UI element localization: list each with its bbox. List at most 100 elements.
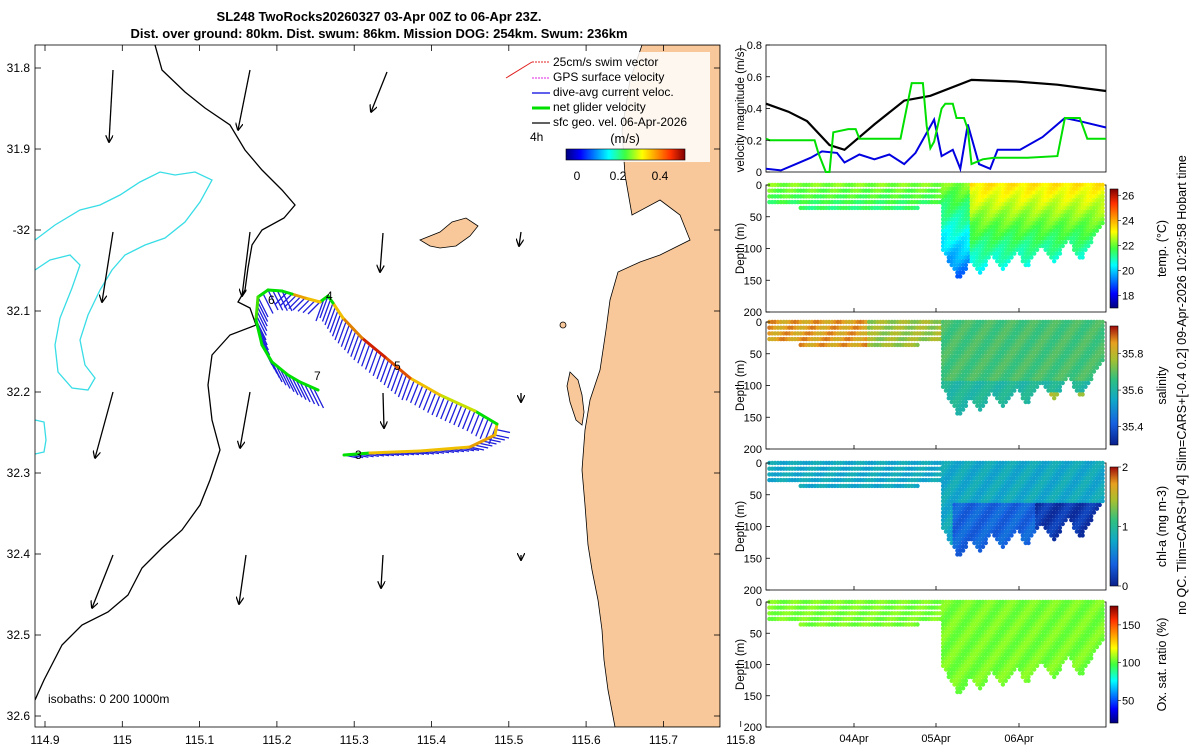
colorbar-tick: 20 [1122,265,1134,277]
section-y-tick: 50 [750,212,762,224]
colorbar-tick: 18 [1122,290,1134,302]
current-vector [319,295,329,319]
waypoint-label: 3 [355,448,362,462]
current-vector [347,331,357,354]
colorbar-tick: 22 [1122,240,1134,252]
section-y-tick: 200 [744,444,762,456]
net-velocity-segment [473,409,499,426]
net-velocity-segment [438,393,477,413]
current-vector [275,364,287,386]
current-vector [383,362,393,386]
land-island-garden [566,371,585,426]
section-scatter [767,460,1105,557]
map-x-tick: 115.6 [572,733,601,747]
map-x-tick: 115.5 [494,733,523,747]
current-vector [297,298,311,312]
velocity-y-tick: 0.6 [747,72,762,84]
legend-item: dive-avg current veloc. [553,85,674,99]
current-vector [307,301,321,315]
section-y-tick: 200 [744,307,762,319]
geostrophic-vector [519,231,521,246]
current-vector [431,394,441,416]
current-vector [291,377,303,398]
current-vector [466,410,476,432]
current-vector [299,381,311,403]
map-panel: 6 4 5 7 3 114.9 115 115.1 115.2 115.3 115.4 11… [7,44,756,747]
net-velocity-segment [270,360,290,377]
current-vector [414,385,424,406]
current-vector [315,298,325,322]
current-vector [361,344,371,367]
section-panel: 0 50 100 150 200 Depth (m) 35.4 35.6 35.8 salinit… [735,317,1169,456]
isobath-200m [35,171,213,391]
section-scatter [767,182,1105,279]
current-vector [462,408,472,430]
section-y-tick: 50 [750,490,762,502]
net-velocity-segment [360,336,387,359]
current-vector [262,293,274,314]
current-vector [255,315,267,336]
current-vector [387,365,397,389]
section-y-tick: 150 [744,275,762,287]
legend-item: 25cm/s swim vector [553,55,658,69]
current-vector [321,299,332,322]
current-vector [308,385,320,407]
net-velocity-segment [383,355,412,380]
section-y-tick: 0 [756,180,762,192]
current-vector [401,377,411,401]
colorbar-label: temp. (°C) [1155,220,1169,277]
section-colorbar [1109,605,1119,724]
current-vector [329,310,339,333]
map-x-tick: 115.3 [340,733,369,747]
section-ylabel: Depth (m) [735,639,747,690]
map-y-tick: 32.5 [7,628,31,642]
section-y-tick: 50 [750,349,762,361]
current-vector [397,374,408,398]
current-vector [494,434,510,439]
net-velocity-segment [290,292,307,300]
current-vector [444,400,454,422]
land-mainland [581,45,720,727]
velocity-series-line [765,82,1106,173]
net-velocity-segment [303,296,322,304]
current-vector [394,371,404,395]
current-vector [276,290,288,311]
section-y-tick: 200 [744,722,762,734]
current-vector [279,368,291,389]
time-tick: 04Apr [839,733,869,745]
section-y-tick: 200 [744,585,762,597]
map-x-tick: 114.9 [30,733,59,747]
map-legend: 25cm/s swim vector GPS surface velocity … [504,52,710,183]
velocity-y-tick: 0.4 [747,104,762,116]
current-vector [326,306,337,329]
colorbar-tick: 100 [1122,658,1140,670]
section-ylabel: Depth (m) [735,223,747,274]
map-y-tick: 32.4 [7,547,31,561]
current-vector [334,317,344,341]
colorbar-label: chl-a (mg m-3) [1155,486,1169,567]
current-vector [427,392,437,413]
geostrophic-vector [95,391,114,458]
section-ylabel: Depth (m) [735,360,747,411]
current-vector [435,396,445,418]
current-vector [331,314,342,337]
current-vector [288,296,302,310]
glider-track [254,288,511,459]
colorbar-tick: 50 [1122,695,1134,707]
waypoint-label: 5 [394,359,401,373]
current-vector [257,296,269,318]
map-colorbar-tick: 0 [574,169,581,183]
net-velocity-segment [286,373,302,384]
colorbar-tick: 35.8 [1122,348,1143,360]
section-y-tick: 50 [750,628,762,640]
current-vector [283,371,295,393]
section-y-tick: 100 [744,244,762,256]
current-vector [470,413,481,434]
current-vector [379,359,390,383]
velocity-y-tick: 0.8 [747,40,762,52]
section-colorbar [1109,325,1119,446]
net-velocity-segment [331,301,345,320]
velocity-series-line [765,78,1107,152]
current-vector [364,347,375,370]
